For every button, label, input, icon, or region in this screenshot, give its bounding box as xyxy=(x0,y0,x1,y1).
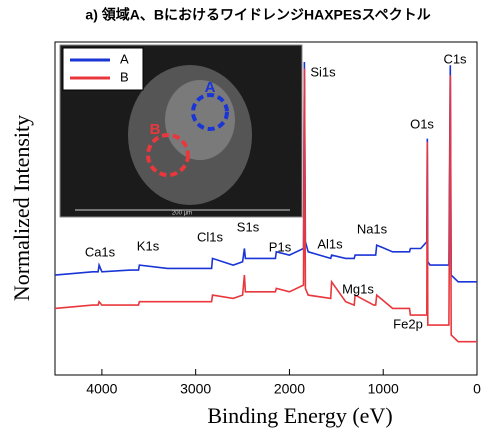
peak-label: Si1s xyxy=(310,64,336,79)
x-tick-label: 1000 xyxy=(368,381,399,397)
inset-label: A xyxy=(205,79,216,96)
x-axis-label: Binding Energy (eV) xyxy=(207,403,392,428)
legend-box xyxy=(63,48,143,90)
peak-label: Fe2p xyxy=(393,316,423,331)
inset-label: B xyxy=(150,121,161,138)
peak-label: Mg1s xyxy=(342,281,374,296)
peak-label: Na1s xyxy=(357,221,388,236)
peak-label: Al1s xyxy=(317,236,343,251)
x-tick-label: 3000 xyxy=(180,381,211,397)
peak-label: Ca1s xyxy=(85,244,116,259)
chart-title: a) 領域A、BにおけるワイドレンジHAXPESスペクトル xyxy=(85,7,430,23)
legend-label: A xyxy=(120,51,129,66)
scale-bar-label: 200 µm xyxy=(172,211,192,217)
chart: a) 領域A、BにおけるワイドレンジHAXPESスペクトル Binding En… xyxy=(0,0,486,434)
peak-label: K1s xyxy=(137,238,160,253)
x-tick-label: 2000 xyxy=(274,381,305,397)
x-tick-label: 0 xyxy=(473,381,481,397)
peak-label: S1s xyxy=(237,219,260,234)
peak-label: C1s xyxy=(443,51,467,66)
x-tick-label: 4000 xyxy=(86,381,117,397)
peak-label: P1s xyxy=(269,239,292,254)
peak-label: Cl1s xyxy=(197,229,224,244)
page: a) 領域A、BにおけるワイドレンジHAXPESスペクトル Binding En… xyxy=(0,0,486,434)
inset-particle-core xyxy=(165,80,235,160)
peak-label: O1s xyxy=(410,116,434,131)
legend-label: B xyxy=(120,69,129,84)
y-axis-label: Normalized Intensity xyxy=(9,115,34,301)
